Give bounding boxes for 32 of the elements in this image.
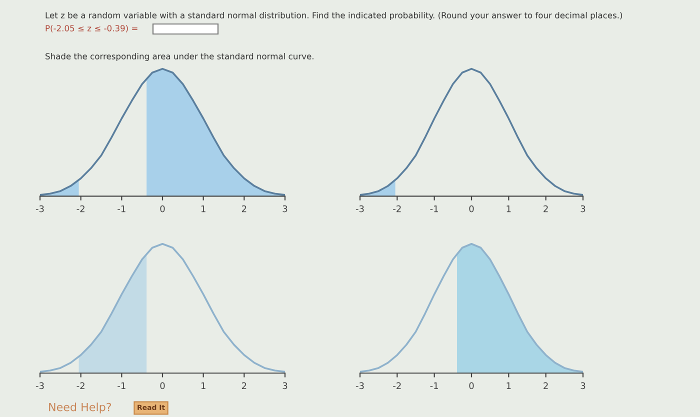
x-tick-label: 2 bbox=[544, 382, 548, 390]
x-tick-label: 1 bbox=[201, 205, 206, 212]
x-tick-label: -2 bbox=[76, 382, 84, 390]
x-tick-label: 3 bbox=[282, 205, 288, 212]
x-tick-label: 0 bbox=[469, 205, 474, 212]
x-tick-label: -2 bbox=[76, 205, 84, 212]
chart-subtitle: P(-2.05 ≤ z ≤ -0.39) = bbox=[46, 24, 138, 32]
x-tick-label: -2 bbox=[393, 382, 401, 390]
x-tick-label: 3 bbox=[580, 205, 586, 212]
x-tick-label: -3 bbox=[356, 205, 364, 212]
x-tick-label: 2 bbox=[242, 205, 246, 212]
text: Let z be a random variable with a standard normal distribution. Find the indicated probability. (Round your answer to four decimal places.) bbox=[46, 12, 622, 20]
x-tick-label: 1 bbox=[201, 382, 206, 390]
x-tick-label: -1 bbox=[118, 382, 126, 390]
text: Need Help? bbox=[49, 402, 112, 414]
x-tick-label: -3 bbox=[36, 382, 44, 390]
x-tick-label: -1 bbox=[430, 205, 438, 212]
x-tick-label: -1 bbox=[430, 382, 438, 390]
x-tick-label: -2 bbox=[393, 205, 401, 212]
x-tick-label: 0 bbox=[160, 205, 165, 212]
x-tick-label: 3 bbox=[580, 382, 586, 390]
x-tick-label: 0 bbox=[160, 382, 165, 390]
x-tick-label: 1 bbox=[506, 382, 511, 390]
x-tick-label: 2 bbox=[242, 382, 246, 390]
x-tick-label: 2 bbox=[544, 205, 548, 212]
x-tick-label: -1 bbox=[118, 205, 126, 212]
x-tick-label: 1 bbox=[506, 205, 511, 212]
x-tick-label: 3 bbox=[282, 382, 288, 390]
x-tick-label: -3 bbox=[356, 382, 364, 390]
x-tick-label: -3 bbox=[36, 205, 44, 212]
x-tick-label: 0 bbox=[469, 382, 474, 390]
text: Shade the corresponding area under the standard normal curve. bbox=[46, 52, 314, 62]
